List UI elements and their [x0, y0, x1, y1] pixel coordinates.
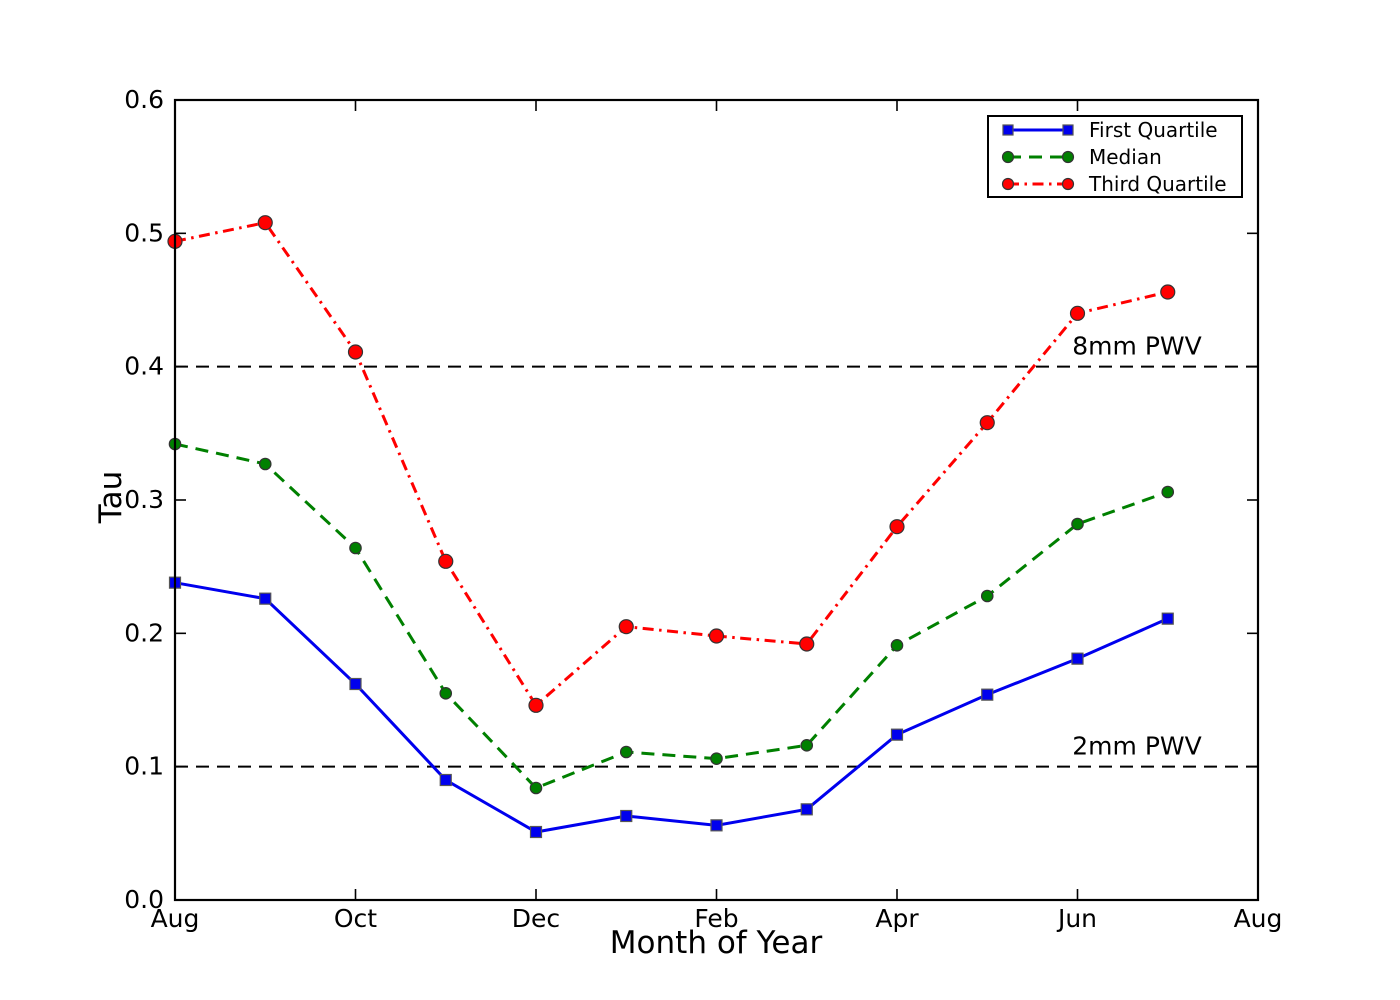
- marker-median: [258, 457, 272, 471]
- y-tick-label: 0.5: [124, 218, 164, 247]
- marker-first-quartile: [800, 803, 813, 816]
- legend-label-median: Median: [1089, 144, 1162, 169]
- marker-median: [529, 781, 543, 795]
- legend-sample-median: [1001, 148, 1075, 166]
- legend-label-first-quartile: First Quartile: [1089, 117, 1218, 142]
- marker-first-quartile: [1161, 612, 1174, 625]
- legend-line-first-quartile: [1002, 123, 1074, 136]
- marker-median: [890, 639, 904, 652]
- marker-first-quartile: [259, 592, 272, 605]
- plot-frame: [173, 98, 1260, 902]
- series-line-first-quartile: [174, 581, 1169, 834]
- legend-line-median: [1001, 150, 1075, 163]
- marker-first-quartile: [1071, 652, 1084, 665]
- marker-third-quartile: [799, 636, 815, 652]
- legend-sample-first-quartile: [1001, 121, 1075, 139]
- y-tick-label: 0.2: [124, 618, 164, 647]
- marker-third-quartile: [1069, 305, 1086, 321]
- marker-third-quartile: [257, 215, 273, 231]
- marker-first-quartile: [439, 773, 452, 787]
- marker-median: [349, 541, 362, 555]
- x-tick-label: Oct: [334, 904, 377, 933]
- x-tick-label: Feb: [694, 904, 738, 933]
- legend-label-third-quartile: Third Quartile: [1089, 171, 1227, 196]
- legend-entry-first-quartile: First Quartile: [1001, 118, 1241, 141]
- marker-third-quartile: [708, 628, 725, 644]
- legend-entry-median: Median: [1001, 145, 1241, 168]
- annotation-8mm-pwv: 8mm PWV: [1072, 331, 1202, 361]
- y-tick-label: 0.3: [124, 485, 164, 514]
- legend: First Quartile Median Third Quartile: [987, 115, 1243, 198]
- marker-first-quartile: [529, 825, 543, 839]
- marker-third-quartile: [1160, 284, 1176, 300]
- marker-first-quartile: [620, 809, 633, 823]
- series-line-third-quartile: [174, 220, 1169, 708]
- y-tick-label: 0.6: [124, 85, 164, 114]
- marker-third-quartile: [438, 553, 454, 569]
- series-line-median: [174, 442, 1169, 790]
- marker-third-quartile: [889, 519, 905, 535]
- marker-first-quartile: [890, 728, 904, 741]
- marker-first-quartile: [710, 819, 723, 832]
- marker-median: [800, 739, 814, 752]
- y-tick-label: 0.4: [124, 352, 164, 381]
- marker-third-quartile: [347, 344, 364, 360]
- legend-marker-first-quartile: [1002, 123, 1014, 136]
- marker-first-quartile: [349, 677, 362, 691]
- legend-marker-median: [1001, 150, 1015, 163]
- legend-marker-third-quartile: [1001, 177, 1015, 190]
- marker-median: [1071, 517, 1084, 531]
- legend-line-third-quartile: [1001, 177, 1075, 190]
- y-axis-label: Tau: [93, 470, 129, 524]
- marker-median: [980, 589, 994, 603]
- legend-sample-third-quartile: [1001, 175, 1075, 193]
- legend-marker-median: [1061, 150, 1075, 163]
- legend-marker-third-quartile: [1061, 177, 1075, 190]
- x-axis-label: Month of Year: [609, 925, 823, 961]
- marker-median: [439, 687, 453, 700]
- y-tick-label: 0.0: [124, 885, 164, 914]
- marker-third-quartile: [979, 415, 995, 431]
- x-tick-label: Aug: [1234, 904, 1283, 933]
- x-tick-label: Jun: [1056, 904, 1097, 933]
- marker-third-quartile: [618, 619, 634, 635]
- marker-median: [619, 745, 633, 759]
- x-tick-label: Apr: [875, 904, 919, 933]
- x-tick-label: Dec: [512, 904, 560, 933]
- marker-median: [710, 752, 723, 765]
- marker-third-quartile: [528, 697, 544, 713]
- x-tick-label: Aug: [151, 904, 200, 933]
- legend-marker-first-quartile: [1062, 123, 1074, 136]
- marker-median: [1161, 485, 1175, 499]
- annotation-2mm-pwv: 2mm PWV: [1072, 731, 1202, 761]
- legend-entry-third-quartile: Third Quartile: [1001, 172, 1241, 195]
- marker-first-quartile: [981, 688, 994, 701]
- y-tick-label: 0.1: [124, 752, 164, 781]
